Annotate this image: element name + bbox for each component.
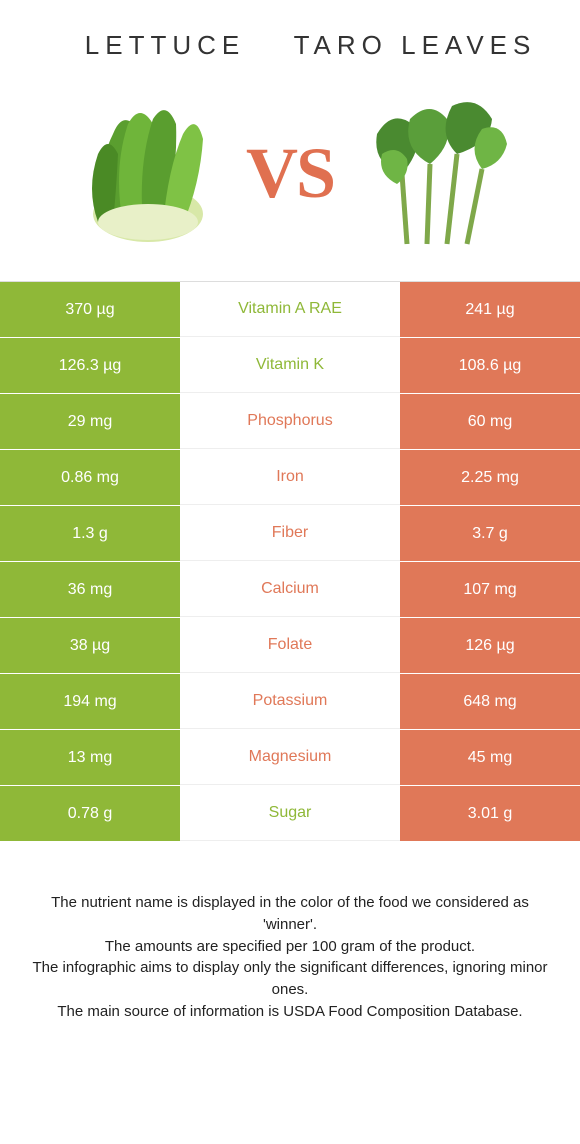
vs-row: VS — [0, 71, 580, 281]
nutrient-name: Iron — [180, 450, 400, 505]
nutrient-name: Folate — [180, 618, 400, 673]
right-value: 3.01 g — [400, 786, 580, 841]
table-row: 36 mgCalcium107 mg — [0, 562, 580, 618]
table-row: 13 mgMagnesium45 mg — [0, 730, 580, 786]
footer-notes: The nutrient name is displayed in the co… — [0, 842, 580, 1053]
right-title: TARO LEAVES — [290, 30, 540, 61]
left-title: LETTUCE — [40, 30, 290, 61]
right-value: 648 mg — [400, 674, 580, 729]
right-value: 107 mg — [400, 562, 580, 617]
footer-line-3: The infographic aims to display only the… — [30, 957, 550, 1001]
left-value: 1.3 g — [0, 506, 180, 561]
nutrient-name: Potassium — [180, 674, 400, 729]
nutrient-name: Sugar — [180, 786, 400, 841]
table-row: 38 µgFolate126 µg — [0, 618, 580, 674]
left-value: 36 mg — [0, 562, 180, 617]
right-value: 2.25 mg — [400, 450, 580, 505]
nutrient-name: Vitamin A RAE — [180, 282, 400, 337]
right-value: 60 mg — [400, 394, 580, 449]
right-value: 126 µg — [400, 618, 580, 673]
nutrient-name: Phosphorus — [180, 394, 400, 449]
left-value: 29 mg — [0, 394, 180, 449]
right-value: 241 µg — [400, 282, 580, 337]
right-value: 108.6 µg — [400, 338, 580, 393]
table-row: 1.3 gFiber3.7 g — [0, 506, 580, 562]
footer-line-2: The amounts are specified per 100 gram o… — [30, 936, 550, 958]
nutrient-name: Fiber — [180, 506, 400, 561]
left-value: 38 µg — [0, 618, 180, 673]
left-value: 0.86 mg — [0, 450, 180, 505]
left-value: 0.78 g — [0, 786, 180, 841]
left-value: 126.3 µg — [0, 338, 180, 393]
vs-label: VS — [246, 132, 334, 215]
table-row: 126.3 µgVitamin K108.6 µg — [0, 338, 580, 394]
left-value: 370 µg — [0, 282, 180, 337]
left-value: 13 mg — [0, 730, 180, 785]
nutrient-table: 370 µgVitamin A RAE241 µg126.3 µgVitamin… — [0, 281, 580, 842]
table-row: 0.78 gSugar3.01 g — [0, 786, 580, 842]
nutrient-name: Vitamin K — [180, 338, 400, 393]
right-value: 45 mg — [400, 730, 580, 785]
header-titles: LETTUCE TARO LEAVES — [0, 0, 580, 71]
lettuce-image — [61, 86, 236, 261]
table-row: 0.86 mgIron2.25 mg — [0, 450, 580, 506]
footer-line-1: The nutrient name is displayed in the co… — [30, 892, 550, 936]
table-row: 29 mgPhosphorus60 mg — [0, 394, 580, 450]
footer-line-4: The main source of information is USDA F… — [30, 1001, 550, 1023]
left-value: 194 mg — [0, 674, 180, 729]
nutrient-name: Magnesium — [180, 730, 400, 785]
table-row: 370 µgVitamin A RAE241 µg — [0, 282, 580, 338]
right-value: 3.7 g — [400, 506, 580, 561]
taro-image — [344, 86, 519, 261]
nutrient-name: Calcium — [180, 562, 400, 617]
table-row: 194 mgPotassium648 mg — [0, 674, 580, 730]
